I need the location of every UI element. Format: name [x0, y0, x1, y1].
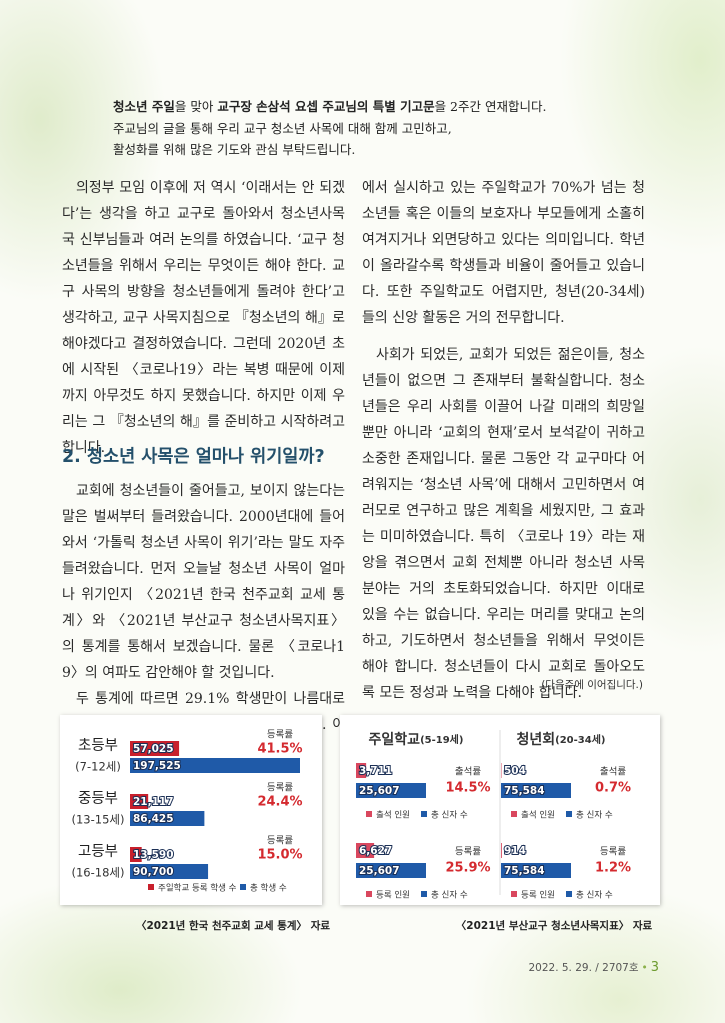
value-label: 6,627: [359, 845, 392, 857]
value-label: 86,425: [133, 813, 174, 825]
title-part: (5-19세): [420, 733, 463, 746]
column-title: 주일학교(5-19세): [369, 732, 464, 748]
bar: [130, 741, 180, 756]
paragraph: 교회에 청소년들이 줄어들고, 보이지 않는다는 말은 벌써부터 들려왔습니다.…: [62, 483, 345, 681]
left-column: 의정부 모임 이후에 저 역시 ‘이래서는 안 되겠다’는 생각을 하고 교구로…: [62, 175, 345, 461]
rate: 41.5%: [257, 742, 302, 757]
bar: [501, 863, 571, 878]
section-heading: 2. 청소년 사목은 얼마나 위기일까?: [62, 447, 325, 467]
bar: [356, 763, 367, 778]
rate-title: 출석률: [455, 767, 481, 778]
text: 을 맞아: [174, 99, 218, 114]
value-label: 25,607: [359, 865, 400, 877]
legend-swatch: [566, 811, 572, 817]
legend-swatch: [366, 891, 372, 897]
intro-line: 활성화를 위해 많은 기도와 관심 부탁드립니다.: [113, 142, 356, 157]
rate: 1.2%: [595, 861, 631, 876]
bullet: •: [641, 962, 648, 974]
paragraph: 의정부 모임 이후에 저 역시 ‘이래서는 안 되겠다’는 생각을 하고 교구로…: [62, 180, 345, 456]
legend-label: 출석 인원: [521, 810, 555, 821]
legend-swatch: [421, 891, 427, 897]
bar: [501, 783, 571, 798]
rate: 24.4%: [257, 795, 302, 810]
value-label: 75,584: [504, 865, 545, 877]
value-label: 504: [504, 765, 526, 777]
bar: [130, 847, 142, 862]
legend-swatch: [240, 884, 246, 890]
legend-label: 총 신자 수: [576, 811, 613, 821]
rate: 0.7%: [595, 781, 631, 796]
legend-label: 등록 인원: [521, 890, 555, 901]
rate-title: 등록률: [267, 730, 293, 741]
intro: 청소년 주일을 맞아 교구장 손삼석 요셉 주교님의 특별 기고문을 2주간 연…: [113, 96, 546, 161]
value-label: 3,711: [359, 765, 392, 777]
legend-swatch: [566, 891, 572, 897]
rate-title: 등록률: [600, 847, 626, 858]
bar: [130, 811, 205, 826]
bold-text: 교구장 손삼석 요셉 주교님의 특별 기고문: [217, 99, 435, 114]
legend-swatch: [148, 884, 154, 890]
legend-swatch: [366, 811, 372, 817]
rate-title: 등록률: [267, 783, 293, 794]
page-number: 3: [650, 960, 659, 975]
rate-title: 등록률: [455, 847, 481, 858]
value-label: 21,117: [133, 796, 174, 808]
title-part: 청년회: [517, 732, 556, 748]
intro-line: 주교님의 글을 통해 우리 교구 청소년 사목에 대해 함께 고민하고,: [113, 120, 452, 136]
footer: 2022. 5. 29. / 2707호 • 3: [528, 960, 659, 975]
intro-line: 청소년 주일을 맞아 교구장 손삼석 요셉 주교님의 특별 기고문을 2주간 연…: [113, 96, 546, 118]
group-age: (16-18세): [72, 866, 125, 880]
bar: [501, 843, 502, 858]
bar: [130, 758, 300, 773]
legend-label: 총 신자 수: [576, 891, 613, 901]
right-column: 에서 실시하고 있는 주일학교가 70%가 넘는 청소년들 혹은 이들의 보호자…: [362, 175, 645, 331]
paragraph: 에서 실시하고 있는 주일학교가 70%가 넘는 청소년들 혹은 이들의 보호자…: [362, 180, 645, 326]
rate-title: 등록률: [267, 836, 293, 847]
group-name: 중등부: [78, 791, 118, 807]
rate: 15.0%: [257, 848, 302, 863]
value-label: 25,607: [359, 785, 400, 797]
legend-label: 총 신자 수: [431, 891, 468, 901]
right-column: 사회가 되었든, 교회가 되었든 젊은이들, 청소년들이 없으면 그 존재부터 …: [362, 342, 645, 706]
value-label: 197,525: [133, 760, 181, 772]
title-part: 주일학교: [369, 732, 421, 748]
value-label: 13,590: [133, 849, 174, 861]
legend-label: 주일학교 등록 학생 수: [158, 883, 237, 894]
bold-text: 청소년 주일: [113, 99, 175, 114]
value-label: 57,025: [133, 743, 174, 755]
group-age: (7-12세): [75, 760, 121, 774]
paragraph: 사회가 되었든, 교회가 되었든 젊은이들, 청소년들이 없으면 그 존재부터 …: [362, 347, 645, 701]
value-label: 90,700: [133, 866, 174, 878]
bar: [356, 783, 426, 798]
legend-label: 총 학생 수: [250, 883, 287, 894]
title-part: (20-34세): [555, 733, 605, 746]
text: 을 2주간 연재합니다.: [434, 99, 547, 114]
group-name: 고등부: [78, 844, 118, 860]
bar: [130, 864, 209, 879]
rate-title: 출석률: [600, 767, 626, 778]
issue: 2022. 5. 29. / 2707호: [528, 962, 639, 974]
legend-label: 등록 인원: [376, 890, 410, 901]
value-label: 914: [504, 845, 526, 857]
caption: 〈2021년 부산교구 청소년사목지표〉 자료: [456, 919, 653, 932]
legend-label: 출석 인원: [376, 810, 410, 821]
group-name: 초등부: [78, 738, 118, 754]
legend-swatch: [511, 891, 517, 897]
legend-swatch: [421, 811, 427, 817]
rate: 25.9%: [445, 861, 490, 876]
bar: [356, 843, 375, 858]
legend-swatch: [511, 811, 517, 817]
bar: [356, 863, 426, 878]
legend-label: 총 신자 수: [431, 811, 468, 821]
column-title: 청년회(20-34세): [517, 732, 606, 748]
group-age: (13-15세): [72, 813, 125, 827]
value-label: 75,584: [504, 785, 545, 797]
rate: 14.5%: [445, 781, 490, 796]
continued-note: (다음주에 이어집니다.): [541, 679, 643, 691]
caption: 〈2021년 한국 천주교회 교세 통계〉 자료: [136, 919, 330, 932]
bar: [130, 794, 149, 809]
